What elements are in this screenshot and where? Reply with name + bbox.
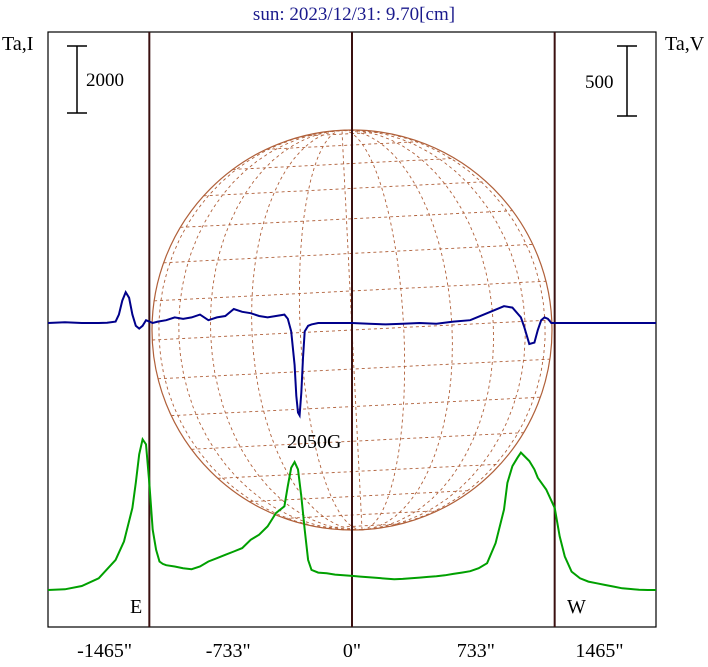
latitude-line	[191, 432, 524, 450]
longitude-line	[341, 129, 526, 531]
latitude-line	[180, 210, 513, 228]
right-scale-label: 500	[585, 72, 614, 93]
x-tick-labels: -1465" -733" 0" 733" 1465"	[77, 640, 623, 662]
annotation-label: 2050G	[287, 431, 341, 453]
longitude-line	[342, 129, 546, 531]
chart-title: sun: 2023/12/31: 9.70[cm]	[253, 4, 455, 25]
left-scale-label: 2000	[86, 70, 124, 91]
right-scale-bar	[617, 45, 637, 117]
intensity-curve	[47, 436, 656, 591]
east-label: E	[130, 596, 142, 618]
longitude-line	[341, 129, 406, 531]
polarization-curve	[47, 289, 656, 419]
right-axis-label: Ta,V	[665, 33, 705, 55]
latitude-line	[171, 396, 541, 417]
longitude-line	[209, 129, 363, 531]
longitude-line	[251, 129, 363, 531]
longitude-line	[341, 129, 453, 531]
longitude-line	[341, 129, 495, 531]
x-tick-label: 0"	[343, 640, 361, 662]
latitude-line	[217, 463, 501, 479]
x-tick-label: -733"	[206, 640, 251, 662]
longitude-line	[178, 129, 363, 531]
x-tick-label: 733"	[457, 640, 495, 662]
latitude-line	[163, 243, 533, 264]
left-scale-bar	[67, 45, 87, 114]
latitude-line	[232, 157, 455, 170]
longitude-line	[298, 129, 363, 531]
x-tick-label: 1465"	[575, 640, 623, 662]
x-tick-label: -1465"	[77, 640, 132, 662]
longitude-line	[158, 129, 362, 531]
latitude-line	[154, 280, 547, 302]
limb-lines	[148, 32, 556, 627]
latitude-line	[322, 523, 401, 529]
west-label: W	[567, 596, 586, 618]
left-axis-label: Ta,I	[2, 33, 33, 55]
